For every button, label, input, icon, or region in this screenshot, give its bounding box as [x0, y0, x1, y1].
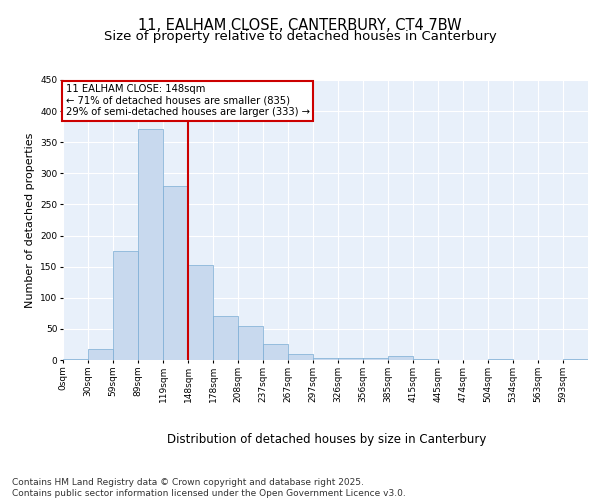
Bar: [113, 251, 138, 360]
Bar: [313, 358, 338, 360]
Bar: [88, 349, 113, 360]
Bar: [213, 316, 238, 360]
Bar: [388, 356, 413, 360]
Bar: [363, 358, 388, 360]
Bar: [238, 326, 263, 360]
Bar: [288, 354, 313, 360]
Text: Contains HM Land Registry data © Crown copyright and database right 2025.
Contai: Contains HM Land Registry data © Crown c…: [12, 478, 406, 498]
Bar: [163, 186, 188, 360]
Bar: [188, 266, 213, 360]
Y-axis label: Number of detached properties: Number of detached properties: [25, 132, 35, 308]
Text: Size of property relative to detached houses in Canterbury: Size of property relative to detached ho…: [104, 30, 496, 43]
Text: 11 EALHAM CLOSE: 148sqm
← 71% of detached houses are smaller (835)
29% of semi-d: 11 EALHAM CLOSE: 148sqm ← 71% of detache…: [65, 84, 310, 117]
Bar: [138, 128, 163, 360]
Bar: [263, 344, 288, 360]
Text: 11, EALHAM CLOSE, CANTERBURY, CT4 7BW: 11, EALHAM CLOSE, CANTERBURY, CT4 7BW: [138, 18, 462, 32]
Text: Distribution of detached houses by size in Canterbury: Distribution of detached houses by size …: [167, 432, 487, 446]
Bar: [338, 358, 363, 360]
Bar: [63, 359, 88, 360]
